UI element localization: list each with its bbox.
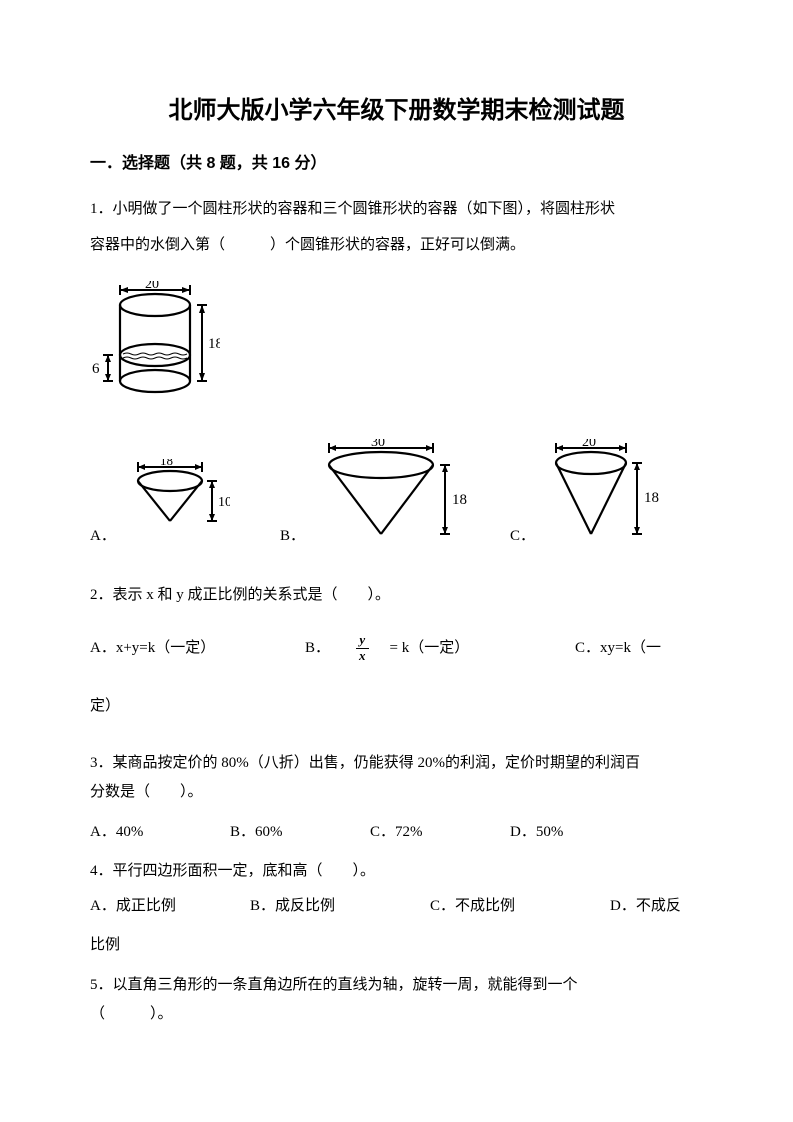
q1-text2: 容器中的水倒入第（ ）个圆锥形状的容器，正好可以倒满。 — [90, 227, 703, 263]
water-height-label: 6 — [92, 361, 100, 377]
page-title: 北师大版小学六年级下册数学期末检测试题 — [90, 90, 703, 125]
q3-option-b: B．60% — [230, 820, 370, 841]
section-header: 一．选择题（共 8 题，共 16 分） — [90, 149, 703, 173]
q4-option-d: D．不成反 — [610, 894, 703, 915]
q3-text1: 3．某商品按定价的 80%（八折）出售，仍能获得 20%的利润，定价时期望的利润… — [90, 749, 703, 778]
q4-option-a: A．成正比例 — [90, 894, 250, 915]
q2-text: 2．表示 x 和 y 成正比例的关系式是（ ）。 — [90, 577, 703, 613]
q1-option-b-label: B． — [280, 524, 305, 549]
question-1: 1．小明做了一个圆柱形状的容器和三个圆锥形状的容器（如下图），将圆柱形状 容器中… — [90, 191, 703, 263]
q4-option-b: B．成反比例 — [250, 894, 430, 915]
cone-b-icon: 30 18 — [309, 439, 479, 549]
q1-text1: 1．小明做了一个圆柱形状的容器和三个圆锥形状的容器（如下图），将圆柱形状 — [90, 191, 703, 227]
q1-cylinder-figure: 20 18 6 — [90, 281, 703, 411]
q2-option-c: C．xy=k（一 — [575, 633, 703, 663]
svg-text:10: 10 — [218, 495, 230, 510]
q3-option-c: C．72% — [370, 820, 510, 841]
cone-c-icon: 20 18 — [539, 439, 669, 549]
q1-option-a-label: A． — [90, 524, 116, 549]
q3-options: A．40% B．60% C．72% D．50% — [90, 820, 703, 841]
svg-text:18: 18 — [452, 492, 467, 508]
q2-b-suffix: = k（一定） — [375, 633, 470, 663]
q2-option-b: B． y x = k（一定） — [305, 633, 575, 663]
q2-option-c-cont: 定） — [90, 691, 703, 721]
svg-text:30: 30 — [371, 439, 385, 450]
question-2: 2．表示 x 和 y 成正比例的关系式是（ ）。 — [90, 577, 703, 613]
q4-text: 4．平行四边形面积一定，底和高（ ）。 — [90, 857, 703, 886]
question-5: 5．以直角三角形的一条直角边所在的直线为轴，旋转一周，就能得到一个 （ ）。 — [90, 971, 703, 1028]
frac-den: x — [356, 649, 369, 663]
q4-options: A．成正比例 B．成反比例 C．不成比例 D．不成反 — [90, 894, 703, 915]
q5-text2: （ ）。 — [90, 1000, 703, 1029]
q3-option-d: D．50% — [510, 820, 650, 841]
q3-option-a: A．40% — [90, 820, 230, 841]
fraction-icon: y x — [356, 633, 369, 663]
svg-text:18: 18 — [160, 459, 173, 468]
q5-text1: 5．以直角三角形的一条直角边所在的直线为轴，旋转一周，就能得到一个 — [90, 971, 703, 1000]
frac-num: y — [356, 633, 369, 648]
q3-text2: 分数是（ ）。 — [90, 778, 703, 807]
q1-option-c-label: C． — [510, 524, 535, 549]
q4-option-d-cont: 比例 — [90, 931, 703, 960]
cylinder-height-label: 18 — [208, 336, 220, 352]
q2-b-prefix: B． — [305, 633, 330, 663]
q2-options: A．x+y=k（一定） B． y x = k（一定） C．xy=k（一 定） — [90, 633, 703, 721]
question-4: 4．平行四边形面积一定，底和高（ ）。 — [90, 857, 703, 886]
svg-text:18: 18 — [644, 490, 659, 506]
cylinder-diameter-label: 20 — [145, 281, 159, 292]
q1-options: A． 18 10 B． — [90, 439, 703, 549]
question-3: 3．某商品按定价的 80%（八折）出售，仍能获得 20%的利润，定价时期望的利润… — [90, 749, 703, 806]
svg-text:20: 20 — [582, 439, 596, 450]
q2-option-a: A．x+y=k（一定） — [90, 633, 305, 663]
q4-option-c: C．不成比例 — [430, 894, 610, 915]
cone-a-icon: 18 10 — [120, 459, 230, 549]
